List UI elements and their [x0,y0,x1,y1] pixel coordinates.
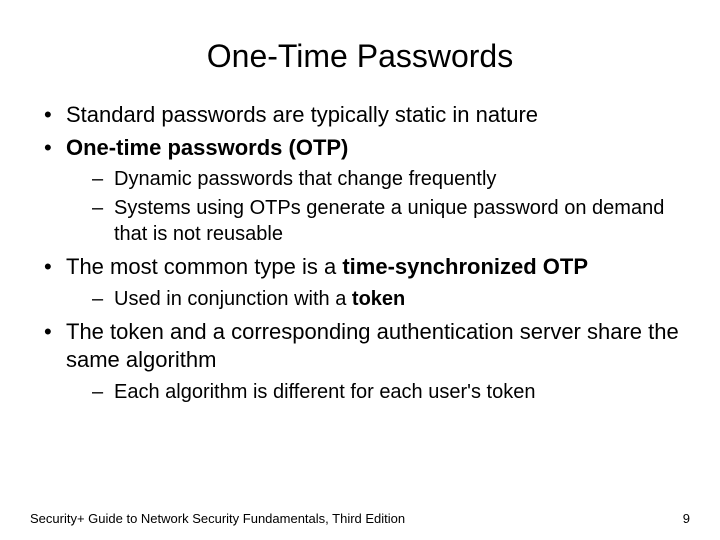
sub-bullet-item: Each algorithm is different for each use… [92,379,690,405]
bullet-item: One-time passwords (OTP) Dynamic passwor… [40,134,690,248]
bullet-item: The most common type is a time-synchroni… [40,253,690,312]
slide-footer: Security+ Guide to Network Security Fund… [30,511,690,526]
sub-bullet-list: Used in conjunction with a token [66,286,690,312]
bullet-text: The token and a corresponding authentica… [66,319,679,373]
sub-bullet-list: Each algorithm is different for each use… [66,379,690,405]
bullet-item: The token and a corresponding authentica… [40,318,690,405]
sub-bullet-item: Systems using OTPs generate a unique pas… [92,195,690,247]
sub-bullet-text-bold: token [352,288,405,310]
page-number: 9 [683,511,690,526]
sub-bullet-text: Used in conjunction with a [114,288,352,310]
footer-text: Security+ Guide to Network Security Fund… [30,511,405,526]
sub-bullet-list: Dynamic passwords that change frequently… [66,166,690,247]
slide-title: One-Time Passwords [30,38,690,75]
sub-bullet-item: Dynamic passwords that change frequently [92,166,690,192]
sub-bullet-item: Used in conjunction with a token [92,286,690,312]
bullet-list: Standard passwords are typically static … [30,101,690,405]
bullet-item: Standard passwords are typically static … [40,101,690,130]
bullet-text: The most common type is a [66,254,342,279]
bullet-text-bold: time-synchronized OTP [342,254,588,279]
bullet-text-bold: One-time passwords (OTP) [66,135,348,160]
